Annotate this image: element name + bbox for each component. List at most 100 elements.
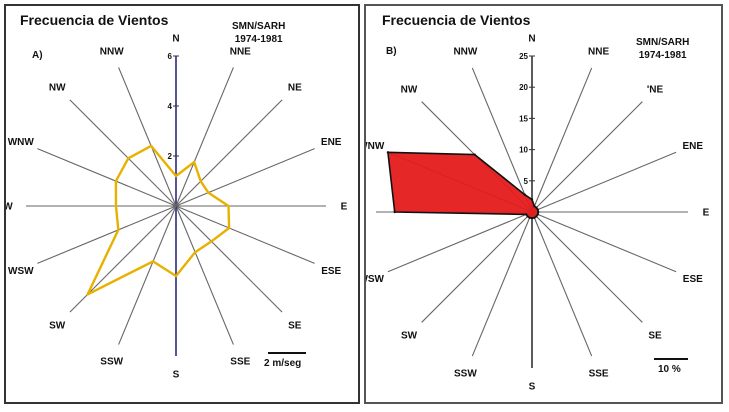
chart-b-label-wnw: WNW xyxy=(366,141,385,152)
chart-a-point-ene xyxy=(207,191,210,194)
chart-a-label-wsw: WSW xyxy=(8,266,34,277)
chart-b-label-ene: ENE xyxy=(683,141,704,152)
chart-b-point-wsw xyxy=(525,213,528,216)
chart-b-label-nnw: NNW xyxy=(453,47,477,58)
chart-a-label-w: W xyxy=(6,202,13,213)
chart-a-point-e xyxy=(227,204,230,208)
chart-b-label-se: SE xyxy=(648,331,662,342)
chart-b-spoke-ssw xyxy=(471,211,533,357)
chart-a-title: Frecuencia de Vientos xyxy=(20,12,169,28)
chart-b-point-s xyxy=(530,217,534,220)
chart-b-point-wnw xyxy=(386,151,390,154)
wind-rose-b: 510152025NNNE'NEENEEESESESSESSSWSWWSWWWN… xyxy=(366,34,710,393)
chart-a-spoke-ene xyxy=(175,148,315,207)
chart-a-label-nnw: NNW xyxy=(100,46,124,57)
chart-b-label-n: N xyxy=(528,34,535,45)
chart-panel-b: Frecuencia de Vientos SMN/SARH 1974-1981… xyxy=(364,4,723,404)
chart-b-point-ssw xyxy=(528,216,531,219)
chart-a-source-line2: 1974-1981 xyxy=(234,34,283,45)
chart-a-radial-tick-label-2: 2 xyxy=(168,152,173,161)
chart-b-radial-tick-label-15: 15 xyxy=(519,114,528,123)
chart-b-title: Frecuencia de Vientos xyxy=(382,12,531,28)
chart-b-radial-tick-label-10: 10 xyxy=(519,146,528,155)
chart-a-label-sse: SSE xyxy=(230,357,250,368)
chart-a-spoke-ese xyxy=(175,205,315,264)
chart-a-point-sw xyxy=(86,293,89,296)
chart-b-scale-bar xyxy=(654,358,688,360)
chart-b-spoke-sw xyxy=(421,211,533,323)
chart-panel-a: Frecuencia de Vientos SMN/SARH 1974-1981… xyxy=(4,4,360,404)
chart-b-series-area xyxy=(387,151,540,220)
chart-b-label-ssw: SSW xyxy=(454,368,477,379)
chart-a-label-wnw: WNW xyxy=(8,137,35,148)
chart-b-label-ne: 'NE xyxy=(647,85,664,96)
chart-b-label-e: E xyxy=(703,208,710,219)
chart-b-point-w xyxy=(393,210,396,214)
chart-a-label-ne: NE xyxy=(288,83,302,94)
wind-rose-a: 2 4 6 N NNE NE ENE E ESE SE SSE S SSW SW WSW W WNW NW NNW xyxy=(6,34,348,381)
chart-a-point-wsw xyxy=(117,228,120,232)
chart-a-spoke-nnw xyxy=(118,67,177,207)
chart-b-spoke-ne xyxy=(531,101,643,213)
chart-a-label-sw: SW xyxy=(49,320,66,331)
chart-b-label-nw: NW xyxy=(401,85,418,96)
chart-a-scale-label: 2 m/seg xyxy=(264,358,302,369)
chart-b-source-line1: SMN/SARH xyxy=(636,37,690,48)
chart-a-label-ene: ENE xyxy=(321,137,342,148)
chart-b-scale-label: 10 % xyxy=(658,364,681,375)
chart-b-spoke-nne xyxy=(531,67,593,213)
chart-a-spoke-nw xyxy=(69,99,177,207)
chart-b-source: SMN/SARH 1974-1981 xyxy=(636,36,689,62)
chart-a-spoke-ne xyxy=(175,99,283,207)
chart-a-spoke-sw xyxy=(69,205,177,313)
chart-b-panel-label: B) xyxy=(386,46,397,57)
chart-a-point-sse xyxy=(193,251,197,254)
chart-a-label-ssw: SSW xyxy=(100,357,123,368)
chart-b-label-nne: NNE xyxy=(588,47,609,58)
chart-b-point-nw xyxy=(473,153,476,156)
chart-a-point-s xyxy=(174,274,178,278)
chart-a-spoke-se xyxy=(175,205,283,313)
chart-a-point-nw xyxy=(127,157,130,160)
chart-b-spoke-ese xyxy=(531,211,677,273)
chart-b-point-ne xyxy=(535,206,538,209)
chart-b-spoke-ene xyxy=(531,151,677,213)
chart-b-spoke-wsw xyxy=(387,211,533,273)
chart-a-series-line xyxy=(86,144,231,296)
chart-b-radial-tick-label-25: 25 xyxy=(519,52,528,61)
chart-a-label-se: SE xyxy=(288,320,302,331)
chart-b-point-ene xyxy=(536,208,539,211)
chart-a-point-se xyxy=(210,240,213,243)
chart-b-point-se xyxy=(535,215,538,218)
chart-a-source: SMN/SARH 1974-1981 xyxy=(232,20,285,46)
chart-a-label-nne: NNE xyxy=(230,46,251,57)
chart-a-label-nw: NW xyxy=(49,83,66,94)
chart-b-label-sw: SW xyxy=(401,331,418,342)
chart-a-point-nne xyxy=(193,160,196,164)
chart-a-point-n xyxy=(174,174,178,178)
chart-b-label-wsw: WSW xyxy=(366,274,385,285)
chart-b-spoke-se xyxy=(531,211,643,323)
chart-a-point-w xyxy=(114,204,118,208)
chart-a-spoke-nne xyxy=(175,67,234,207)
chart-b-point-e xyxy=(537,210,540,214)
chart-a-point-ese xyxy=(227,226,231,230)
chart-a-label-ese: ESE xyxy=(321,266,341,277)
chart-a-spoke-sse xyxy=(175,205,234,345)
chart-a-point-ssw xyxy=(151,260,155,263)
chart-a-point-ne xyxy=(199,180,202,183)
chart-b-scale: 10 % xyxy=(654,358,688,375)
chart-b-radial-tick-label-20: 20 xyxy=(519,83,528,92)
chart-b-point-nnw xyxy=(523,193,526,196)
chart-b-point-ese xyxy=(536,213,539,216)
chart-b-label-ese: ESE xyxy=(683,274,703,285)
chart-b-radial-tick-label-5: 5 xyxy=(524,177,529,186)
chart-a-spoke-ssw xyxy=(118,205,177,345)
chart-a-spoke-wnw xyxy=(37,148,177,207)
chart-b-point-sse xyxy=(533,216,536,219)
chart-b-spoke-nnw xyxy=(471,67,533,213)
chart-a-panel-label: A) xyxy=(32,50,43,61)
chart-a-point-nnw xyxy=(149,144,153,148)
chart-a-label-n: N xyxy=(172,34,179,45)
chart-a-spoke-wsw xyxy=(37,205,177,264)
